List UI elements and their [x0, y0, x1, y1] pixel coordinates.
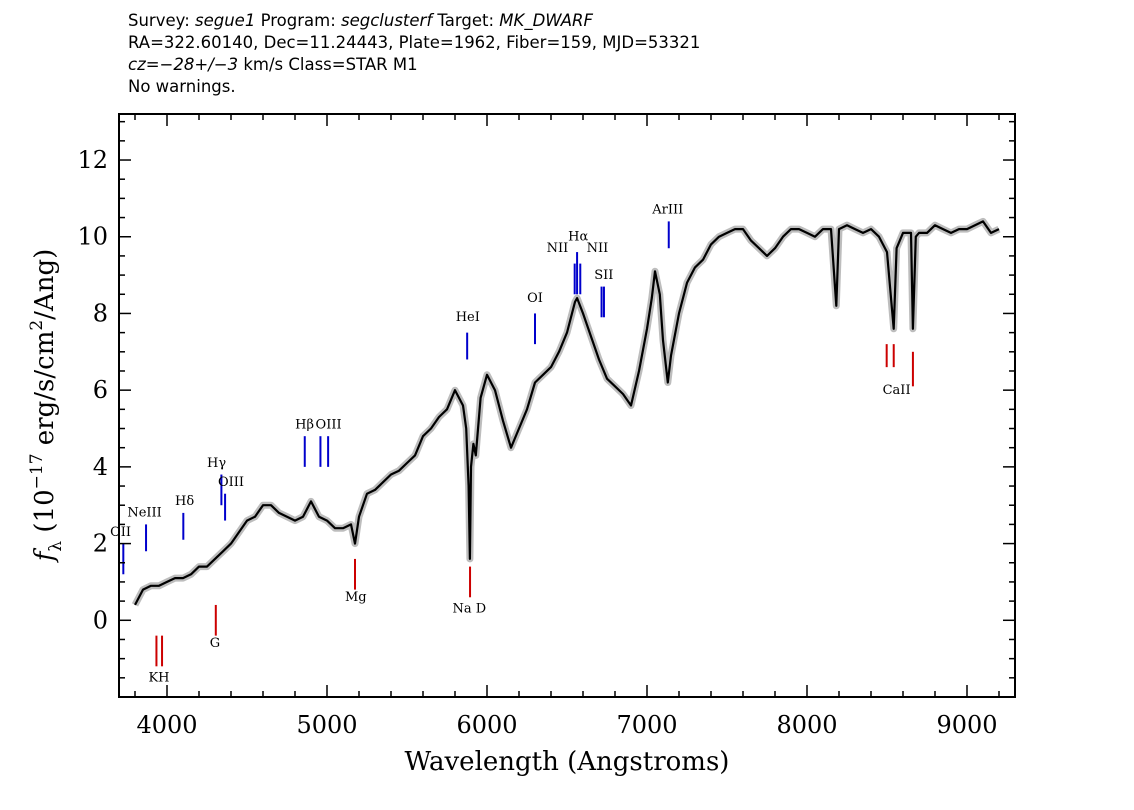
x-tick-label: 7000 [616, 711, 677, 739]
y-tick-label: 6 [93, 376, 108, 404]
plot-frame [118, 113, 1016, 698]
spectral-line-label: Mg [345, 590, 367, 605]
program-label: Program: [255, 11, 341, 30]
header-line-coordinates: RA=322.60140, Dec=11.24443, Plate=1962, … [128, 33, 701, 52]
flux-series-line [134, 220, 1000, 606]
x-axis-title: Wavelength (Angstroms) [405, 747, 730, 777]
plot-series-layer [131, 217, 1001, 607]
survey-label: Survey: [128, 11, 195, 30]
y-tick-label: 8 [93, 299, 108, 327]
x-tick-label: 9000 [936, 711, 997, 739]
header-line-redshift: cz=−28+/−3 km/s Class=STAR M1 [128, 54, 700, 76]
spectral-line-label: OIII [316, 418, 342, 433]
x-tick-label: 4000 [136, 711, 197, 739]
x-tick-label: 5000 [296, 711, 357, 739]
spectral-line-label: Hβ [295, 418, 314, 433]
y-tick-label: 12 [77, 146, 108, 174]
survey-value: segue1 [195, 11, 256, 30]
spectral-line-label: NeIII [127, 506, 161, 521]
y-tick-label: 0 [93, 606, 108, 634]
y-tick-label: 2 [93, 530, 108, 558]
class-text: km/s Class=STAR M1 [238, 55, 418, 74]
spectral-line-label: OII [110, 525, 131, 540]
spectrum-header: Survey: segue1 Program: segclusterf Targ… [128, 10, 700, 98]
spectral-line-label: NII [547, 241, 569, 256]
spectral-line-label: G [210, 636, 220, 651]
y-tick-label: 4 [93, 453, 108, 481]
axis-ticks-layer: 4000 5000 6000 7000 8000 9000 0 2 4 6 8 10 12 [77, 114, 1015, 739]
cz-value: cz=−28+/−3 [128, 55, 239, 74]
spectral-line-label: ArIII [651, 203, 683, 218]
spectral-line-label: SII [594, 268, 613, 283]
header-line-warnings: No warnings. [128, 77, 236, 96]
spectral-line-label: Na D [453, 602, 487, 617]
spectral-line-label: NII [587, 241, 609, 256]
x-tick-label: 8000 [776, 711, 837, 739]
spectral-line-label: KH [148, 671, 169, 686]
flux-noise-envelope [131, 217, 1001, 607]
plot-lines-layer [122, 221, 914, 667]
y-tick-label: 10 [77, 223, 108, 251]
target-label: Target: [432, 11, 500, 30]
y-axis-title: fλ (10−17 erg/s/cm2/Ang) [27, 249, 66, 564]
spectral-line-label: Hα [568, 230, 588, 245]
spectral-line-label: Hδ [175, 494, 194, 509]
spectral-line-label: OIII [218, 475, 244, 490]
program-value: segclusterf [341, 11, 433, 30]
spectral-line-label: Hγ [207, 456, 226, 471]
header-line-survey: Survey: segue1 Program: segclusterf Targ… [128, 10, 700, 32]
spectral-line-label: OI [527, 291, 543, 306]
spectral-line-label: CaII [883, 383, 911, 398]
target-value: MK_DWARF [499, 11, 594, 30]
x-tick-label: 6000 [456, 711, 517, 739]
spectral-line-label: HeI [456, 310, 480, 325]
